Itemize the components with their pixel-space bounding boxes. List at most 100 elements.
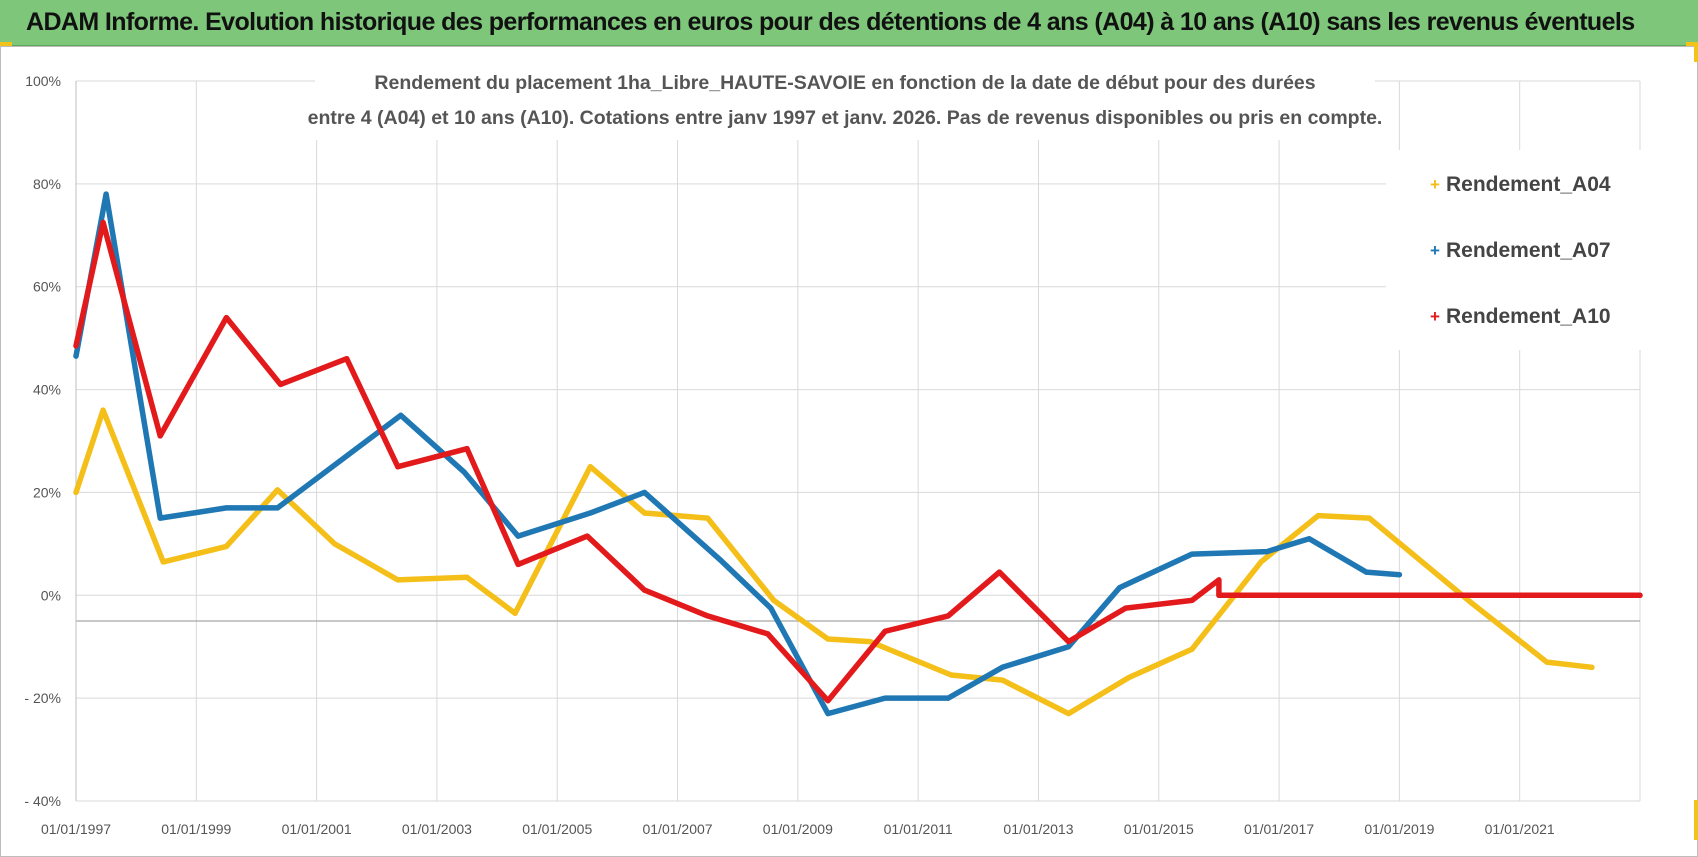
corner-mark-right-top bbox=[1694, 46, 1698, 62]
data-point-a07 bbox=[1189, 551, 1195, 557]
x-tick-label: 01/01/2013 bbox=[1003, 821, 1073, 837]
data-point-a04 bbox=[464, 574, 470, 580]
data-point-a04 bbox=[274, 487, 281, 493]
data-point-a10 bbox=[705, 613, 711, 619]
data-point-a10 bbox=[395, 464, 401, 470]
data-point-a04 bbox=[100, 407, 106, 413]
data-point-a07 bbox=[461, 469, 467, 475]
subtitle-background bbox=[315, 62, 1375, 140]
legend-label-a07: Rendement_A07 bbox=[1446, 239, 1611, 262]
data-point-a10 bbox=[100, 219, 106, 226]
y-tick-label: - 20% bbox=[24, 690, 61, 706]
data-point-a07 bbox=[1396, 572, 1402, 578]
data-point-a04 bbox=[160, 559, 166, 565]
y-tick-label: - 40% bbox=[24, 793, 61, 809]
y-tick-label: 40% bbox=[33, 382, 61, 398]
data-point-a04 bbox=[395, 577, 401, 583]
data-point-a10 bbox=[1637, 592, 1643, 598]
data-point-a04 bbox=[223, 543, 229, 550]
data-point-a04 bbox=[512, 610, 518, 616]
data-point-a04 bbox=[1366, 515, 1372, 521]
axis-ticks: - 40% - 20% 0% 20% 40% 60% 80% 100% 01/01/1997 01… bbox=[24, 73, 1555, 837]
data-point-a07 bbox=[515, 533, 521, 539]
series-line-a04 bbox=[73, 407, 1595, 717]
data-point-a07 bbox=[1306, 536, 1312, 542]
data-point-a07 bbox=[1065, 644, 1072, 650]
legend-item-a04: + Rendement_A04 bbox=[1430, 173, 1611, 196]
data-point-a04 bbox=[705, 515, 711, 521]
x-tick-label: 01/01/2005 bbox=[522, 821, 592, 837]
data-point-a10 bbox=[344, 356, 350, 362]
data-point-a04 bbox=[1589, 664, 1595, 670]
data-point-a10 bbox=[223, 314, 229, 321]
x-tick-label: 01/01/2001 bbox=[282, 821, 352, 837]
legend-marker-a04: + bbox=[1430, 175, 1440, 194]
header-title: ADAM Informe. Evolution historique des p… bbox=[26, 8, 1635, 36]
data-point-a07 bbox=[1363, 569, 1369, 575]
data-point-a10 bbox=[996, 569, 1002, 575]
corner-mark-top-left bbox=[0, 42, 12, 46]
data-point-a04 bbox=[867, 638, 873, 645]
series-lines bbox=[73, 191, 1643, 717]
chart-subtitle-line2: entre 4 (A04) et 10 ans (A10). Cotations… bbox=[308, 107, 1383, 129]
data-point-a07 bbox=[587, 510, 593, 516]
data-point-a04 bbox=[771, 597, 777, 604]
data-point-a07 bbox=[1264, 548, 1270, 555]
subtitle-block: Rendement du placement 1ha_Libre_HAUTE-S… bbox=[308, 62, 1383, 140]
data-point-a04 bbox=[999, 677, 1005, 683]
x-tick-label: 01/01/2009 bbox=[763, 821, 833, 837]
x-tick-label: 01/01/2015 bbox=[1124, 821, 1194, 837]
x-tick-label: 01/01/2011 bbox=[884, 821, 953, 837]
data-point-a07 bbox=[717, 556, 723, 562]
data-point-a10 bbox=[825, 698, 831, 704]
data-point-a04 bbox=[641, 510, 648, 516]
data-point-a10 bbox=[1189, 597, 1195, 604]
data-point-a10 bbox=[73, 343, 79, 349]
data-point-a10 bbox=[1065, 638, 1072, 645]
data-point-a04 bbox=[1315, 512, 1321, 519]
data-point-a10 bbox=[945, 613, 951, 619]
chart-subtitle-line1: Rendement du placement 1ha_Libre_HAUTE-S… bbox=[374, 72, 1315, 94]
x-tick-label: 01/01/1999 bbox=[161, 821, 231, 837]
data-point-a10 bbox=[1216, 577, 1222, 583]
y-tick-label: 20% bbox=[33, 484, 61, 500]
data-point-a04 bbox=[1468, 600, 1475, 606]
corner-mark-top-right bbox=[1686, 42, 1698, 46]
data-point-a04 bbox=[1189, 646, 1195, 652]
data-point-a10 bbox=[641, 587, 648, 593]
legend: + Rendement_A04 + Rendement_A07 + Rendem… bbox=[1386, 150, 1651, 350]
data-point-a07 bbox=[945, 695, 951, 701]
legend-item-a10: + Rendement_A10 bbox=[1430, 305, 1611, 328]
data-point-a10 bbox=[464, 446, 470, 452]
data-point-a04 bbox=[1065, 710, 1072, 717]
data-point-a07 bbox=[882, 695, 888, 701]
x-tick-label: 01/01/2003 bbox=[402, 821, 472, 837]
x-tick-label: 01/01/2021 bbox=[1485, 821, 1555, 837]
data-point-a04 bbox=[948, 672, 954, 678]
data-point-a10 bbox=[1123, 605, 1129, 611]
data-point-a07 bbox=[274, 505, 281, 511]
data-point-a10 bbox=[515, 561, 521, 568]
legend-background bbox=[1386, 150, 1651, 350]
data-point-a10 bbox=[157, 433, 163, 439]
data-point-a04 bbox=[332, 541, 338, 547]
data-point-a04 bbox=[587, 464, 593, 470]
data-point-a10 bbox=[584, 533, 590, 539]
header-banner: ADAM Informe. Evolution historique des p… bbox=[0, 0, 1698, 46]
x-tick-label: 01/01/2007 bbox=[642, 821, 712, 837]
legend-label-a04: Rendement_A04 bbox=[1446, 173, 1611, 196]
data-point-a07 bbox=[825, 710, 831, 717]
y-tick-label: 60% bbox=[33, 279, 61, 295]
data-point-a04 bbox=[1544, 659, 1550, 665]
data-point-a07 bbox=[157, 515, 163, 521]
y-tick-label: 80% bbox=[33, 176, 61, 192]
y-tick-label: 0% bbox=[41, 587, 61, 603]
data-point-a04 bbox=[1258, 559, 1264, 565]
legend-marker-a07: + bbox=[1430, 241, 1440, 260]
gridlines bbox=[75, 80, 1641, 802]
data-point-a07 bbox=[768, 605, 774, 611]
data-point-a04 bbox=[825, 636, 831, 642]
x-tick-label: 01/01/2019 bbox=[1364, 821, 1434, 837]
y-tick-label: 100% bbox=[25, 73, 61, 89]
